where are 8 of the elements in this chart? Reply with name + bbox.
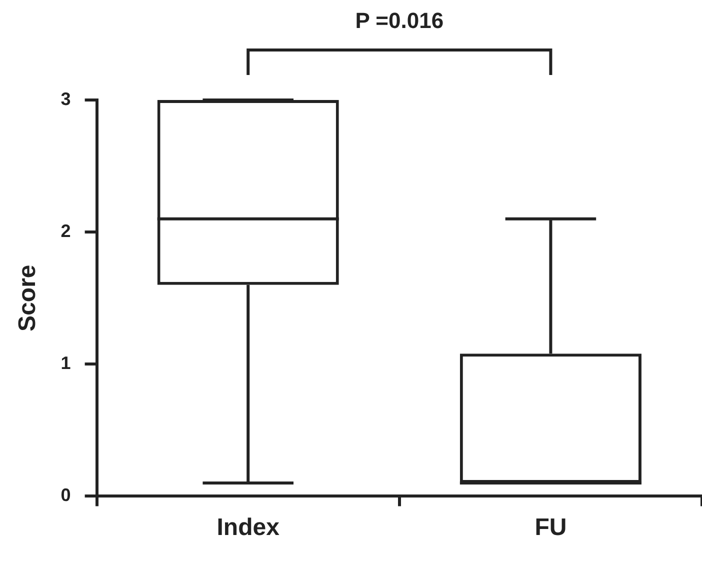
y-tick-label: 2	[60, 221, 71, 242]
y-tick-label: 0	[60, 485, 71, 506]
y-tick-label: 1	[60, 353, 71, 374]
x-tick-label: FU	[534, 514, 567, 542]
y-axis-title: Score	[14, 264, 42, 332]
text: P =0.016	[355, 8, 444, 34]
y-tick-label: 3	[60, 88, 71, 109]
x-tick-label: Index	[216, 514, 280, 542]
